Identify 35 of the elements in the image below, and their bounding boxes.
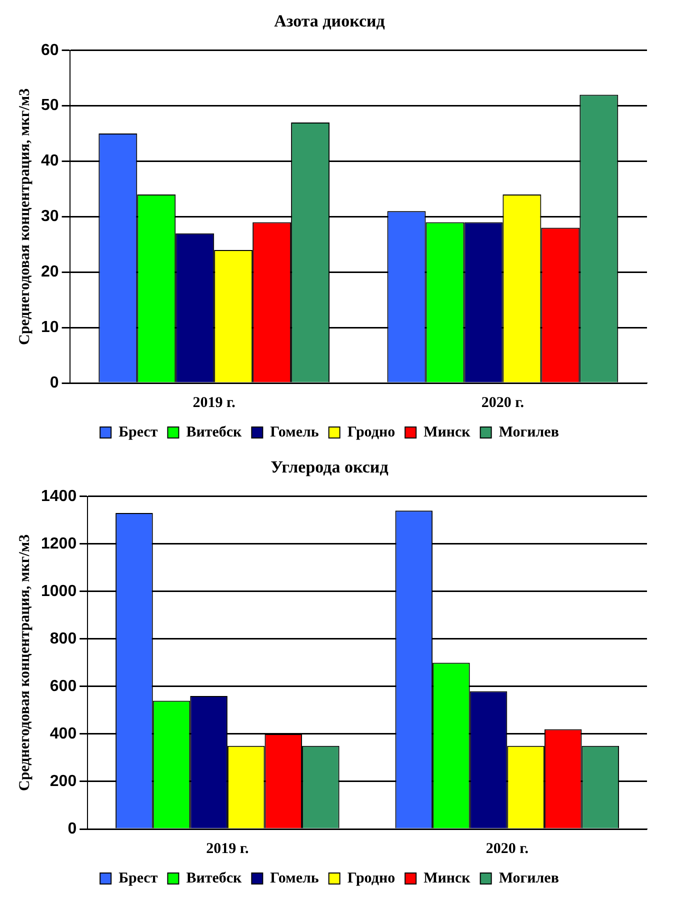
legend-label: Брест [118,424,158,440]
y-tick-label: 800 [50,630,77,648]
y-tick-label: 1400 [41,488,77,505]
x-tick-label: 2020 г. [481,394,524,411]
y-tick-label: 1000 [41,582,77,600]
y-tick-label: 1200 [41,535,77,552]
legend-label: Гродно [347,424,396,440]
legend-label: Гомель [270,424,319,440]
y-tick-label: 50 [41,97,59,114]
y-tick-label: 400 [50,725,77,742]
y-tick-label: 0 [68,820,77,838]
legend-label: Витебск [186,870,242,886]
chart-title: Азота диоксид [274,12,386,31]
y-tick-label: 30 [41,208,59,226]
y-tick-label: 40 [41,152,59,170]
y-tick-label: 600 [50,678,77,695]
chart-title: Углерода оксид [270,458,389,477]
legend-label: Гродно [347,870,396,886]
x-tick-label: 2019 г. [192,394,236,411]
legend-label: Витебск [186,424,242,440]
legend-label: Гомель [270,870,319,886]
y-axis-title: Среднегодовая концентрация, мкг/м3 [16,88,33,345]
legend-label: Могилев [498,424,559,440]
x-tick-label: 2020 г. [486,840,529,857]
legend-label: Брест [118,870,158,886]
y-axis-title: Среднегодовая концентрация, мкг/м3 [16,534,33,791]
y-tick-label: 0 [50,374,59,392]
y-tick-label: 10 [41,318,59,336]
y-tick-label: 60 [41,42,59,59]
y-tick-label: 20 [41,264,59,281]
x-tick-label: 2019 г. [206,840,249,857]
legend-label: Могилев [498,870,559,886]
legend-label: Минск [424,870,471,886]
y-tick-label: 200 [50,772,77,790]
legend-label: Минск [424,424,471,440]
